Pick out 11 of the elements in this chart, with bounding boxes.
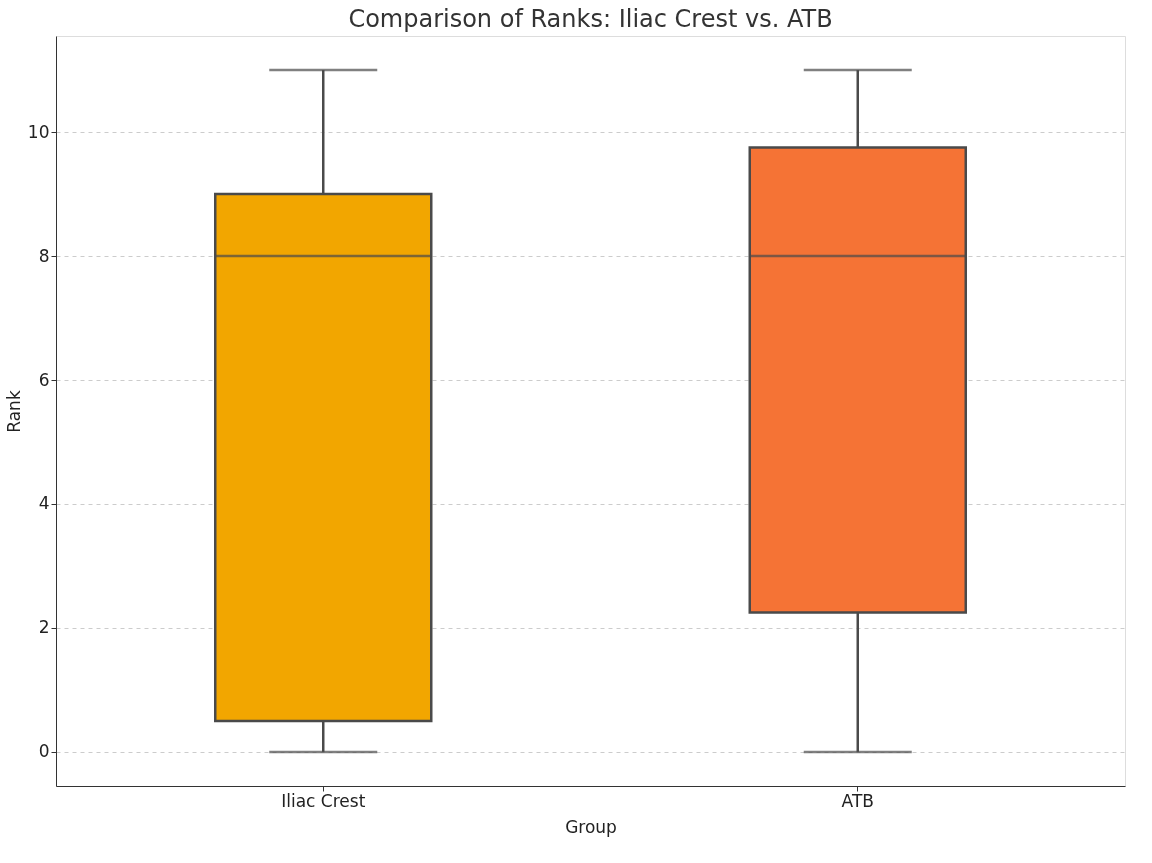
chart-title: Comparison of Ranks: Iliac Crest vs. ATB [348, 5, 833, 33]
x-tick-label: Iliac Crest [281, 790, 366, 811]
y-tick-label: 0 [38, 741, 50, 762]
y-tick-label: 4 [38, 493, 50, 514]
x-tick-label: ATB [841, 790, 874, 811]
x-axis-title: Group [565, 816, 617, 837]
y-tick-label: 8 [38, 245, 50, 266]
y-axis-title: Rank [3, 390, 24, 433]
y-tick-label: 6 [38, 369, 50, 390]
y-tick-label: 10 [27, 121, 50, 142]
y-tick-label: 2 [38, 617, 50, 638]
